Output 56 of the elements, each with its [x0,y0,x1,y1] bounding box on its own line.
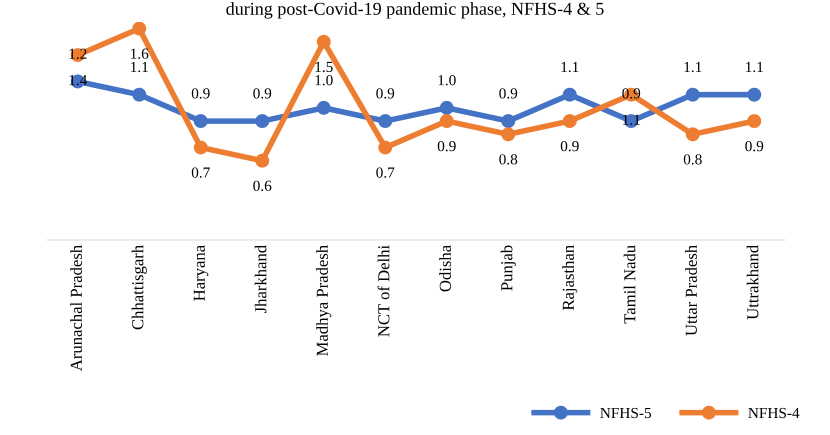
data-label: 0.7 [192,167,210,178]
point [747,114,762,128]
x-tick-label: Chhattisgarh [132,245,147,330]
data-label: 1.1 [746,62,763,72]
point [255,114,270,128]
x-tick-label: Uttrakhand [746,245,758,320]
x-tick-label: Tamil Nadu [624,245,636,324]
data-label: 0.8 [684,154,702,165]
x-tick-label: Jharkhand [254,245,266,314]
data-label: 0.9 [560,140,579,152]
x-tick-label: Rajasthan [562,245,578,310]
chart-title: during post-Covid-19 pandemic phase, NFHS-4 & 5 [226,2,604,19]
x-tick-label: Uttar Pradesh [685,245,697,336]
data-label: 0.9 [499,88,518,99]
x-tick-label: Punjab [500,245,516,291]
data-label: 1.0 [316,75,333,86]
point [440,100,454,115]
data-label: 0.7 [376,167,394,178]
point [501,127,516,142]
legend-label: NFHS-5 [600,408,652,418]
legend-label: NFHS-4 [748,408,800,418]
x-tick-label: Odisha [439,245,451,292]
x-tick-label: Madhya Pradesh [316,245,332,356]
data-label: 1.0 [438,75,456,86]
point [562,88,577,102]
point [747,88,762,102]
point [194,114,208,128]
x-tick-label: Arunachal Pradesh [70,245,82,372]
point [686,88,700,102]
point [501,114,516,128]
data-label: 1.1 [131,62,148,72]
data-label: 0.9 [376,88,394,99]
data-label: 0.9 [192,88,210,99]
point [316,100,331,115]
data-label: 1.1 [623,114,640,125]
data-label: 1.5 [316,62,333,72]
point [440,114,454,128]
point [686,127,700,142]
data-label: 0.6 [253,180,272,191]
data-label: 0.9 [253,88,272,99]
point [132,88,146,102]
point [378,114,392,128]
data-label: 0.9 [438,140,456,152]
point [378,140,392,154]
point [562,114,577,128]
data-label: 0.9 [745,140,764,152]
point [316,34,331,49]
point [255,154,270,168]
data-label: 0.8 [499,154,518,165]
data-label: 1.1 [684,62,702,72]
point [132,22,146,36]
x-tick-label: Haryana [194,245,208,301]
data-label: 1.6 [131,48,148,59]
x-tick-label: NCT of Delhi [378,245,390,337]
data-label: 1.1 [562,62,578,72]
point [194,140,208,154]
